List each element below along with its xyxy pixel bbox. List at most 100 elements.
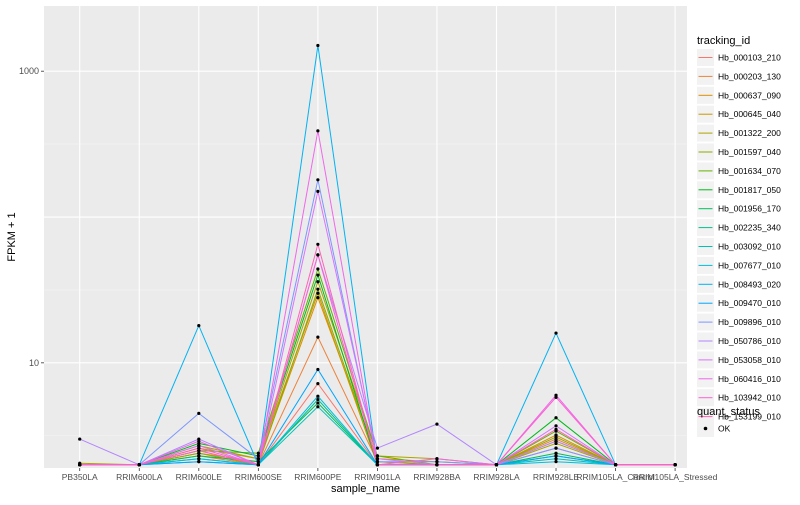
- legend-label: Hb_008493_020: [718, 279, 781, 289]
- data-point: [316, 267, 320, 271]
- y-tick-label: 1000: [19, 66, 39, 76]
- legend-label: Hb_000645_040: [718, 109, 781, 119]
- x-tick-label: PB350LA: [62, 472, 98, 482]
- data-point: [554, 416, 558, 420]
- y-axis: 10 1000: [19, 66, 44, 368]
- x-axis: PB350LA RRIM600LA RRIM600LE RRIM600SE RRIM60…: [62, 468, 718, 482]
- data-point: [316, 178, 320, 182]
- data-point: [554, 395, 558, 399]
- data-point: [554, 424, 558, 428]
- data-point: [554, 435, 558, 439]
- data-point: [316, 335, 320, 339]
- data-point: [316, 253, 320, 257]
- data-point: [554, 457, 558, 461]
- x-tick-label: RRIM600LE: [176, 472, 223, 482]
- legend-label: Hb_009896_010: [718, 317, 781, 327]
- data-point: [554, 427, 558, 431]
- data-point: [435, 460, 439, 464]
- data-point: [197, 324, 201, 328]
- data-point: [316, 129, 320, 133]
- data-point: [554, 439, 558, 443]
- legend-label: Hb_001322_200: [718, 128, 781, 138]
- data-point: [435, 463, 439, 467]
- data-point: [435, 457, 439, 461]
- data-point: [256, 460, 260, 464]
- data-point: [316, 287, 320, 291]
- shape-legend-title: quant_status: [697, 406, 760, 418]
- data-point: [197, 411, 201, 415]
- legend-label: Hb_060416_010: [718, 374, 781, 384]
- legend-label: Hb_050786_010: [718, 336, 781, 346]
- data-point: [316, 296, 320, 300]
- legend-label: Hb_009470_010: [718, 298, 781, 308]
- legend-title: tracking_id: [697, 35, 750, 47]
- data-point: [375, 463, 380, 467]
- data-point: [197, 451, 201, 455]
- legend: tracking_id Hb_000103_210Hb_000203_130Hb…: [697, 35, 781, 437]
- data-point: [197, 444, 201, 448]
- x-tick-label: RRIM600PE: [294, 472, 342, 482]
- data-point: [435, 422, 439, 426]
- shape-legend-label: OK: [718, 424, 731, 434]
- data-point: [554, 441, 558, 446]
- data-point: [78, 463, 82, 467]
- data-point: [554, 454, 558, 458]
- x-tick-label: RRIM600LA: [116, 472, 163, 482]
- legend-label: Hb_001597_040: [718, 147, 781, 157]
- x-tick-label: RRIM928BA: [413, 472, 461, 482]
- data-point: [316, 401, 320, 405]
- legend-label: Hb_003092_010: [718, 242, 781, 252]
- legend-label: Hb_153199_010: [718, 412, 781, 422]
- data-point: [554, 446, 558, 450]
- data-point: [316, 189, 320, 193]
- legend-label: Hb_103942_010: [718, 393, 781, 403]
- data-point: [613, 463, 618, 467]
- data-point: [256, 457, 260, 461]
- data-point: [256, 454, 260, 458]
- shape-legend-point: [703, 426, 708, 431]
- legend-label: Hb_000637_090: [718, 90, 781, 100]
- data-point: [316, 242, 320, 246]
- data-point: [316, 405, 320, 409]
- legend-label: Hb_001634_070: [718, 166, 781, 176]
- data-point: [375, 457, 380, 461]
- data-point: [137, 463, 141, 467]
- shape-legend-items: OK: [697, 420, 731, 437]
- data-point: [316, 367, 320, 372]
- x-tick-label: RRIM901LA: [354, 472, 401, 482]
- data-point: [197, 441, 201, 446]
- legend-label: Hb_053058_010: [718, 355, 781, 365]
- data-point: [554, 451, 558, 455]
- data-point: [197, 454, 201, 458]
- data-point: [316, 394, 320, 398]
- data-point: [494, 463, 499, 467]
- data-point: [197, 460, 201, 464]
- data-point: [197, 449, 201, 453]
- data-point: [316, 382, 320, 386]
- data-point: [375, 454, 380, 458]
- data-point: [316, 397, 320, 402]
- x-tick-label: RRIM105LA_Stressed: [633, 472, 718, 482]
- legend-label: Hb_007677_010: [718, 260, 781, 270]
- x-tick-label: RRIM928LA: [473, 472, 520, 482]
- grid-lines: [44, 6, 687, 468]
- data-point: [316, 280, 320, 284]
- data-point: [375, 446, 380, 450]
- legend-label: Hb_000203_130: [718, 71, 781, 81]
- data-point: [554, 331, 558, 335]
- data-point: [316, 291, 320, 295]
- legend-label: Hb_001956_170: [718, 204, 781, 214]
- data-point: [554, 460, 558, 464]
- legend-label: Hb_000103_210: [718, 53, 781, 63]
- legend-items: Hb_000103_210 Hb_000203_130 Hb_000637_090 H…: [697, 49, 781, 426]
- x-tick-label: RRIM105LA_Control: [576, 472, 655, 482]
- legend-label: Hb_002235_340: [718, 223, 781, 233]
- data-point: [256, 451, 260, 455]
- y-tick-label: 10: [29, 358, 39, 368]
- data-point: [197, 439, 201, 443]
- data-point: [673, 463, 677, 467]
- data-point: [197, 446, 201, 450]
- data-point: [316, 43, 320, 48]
